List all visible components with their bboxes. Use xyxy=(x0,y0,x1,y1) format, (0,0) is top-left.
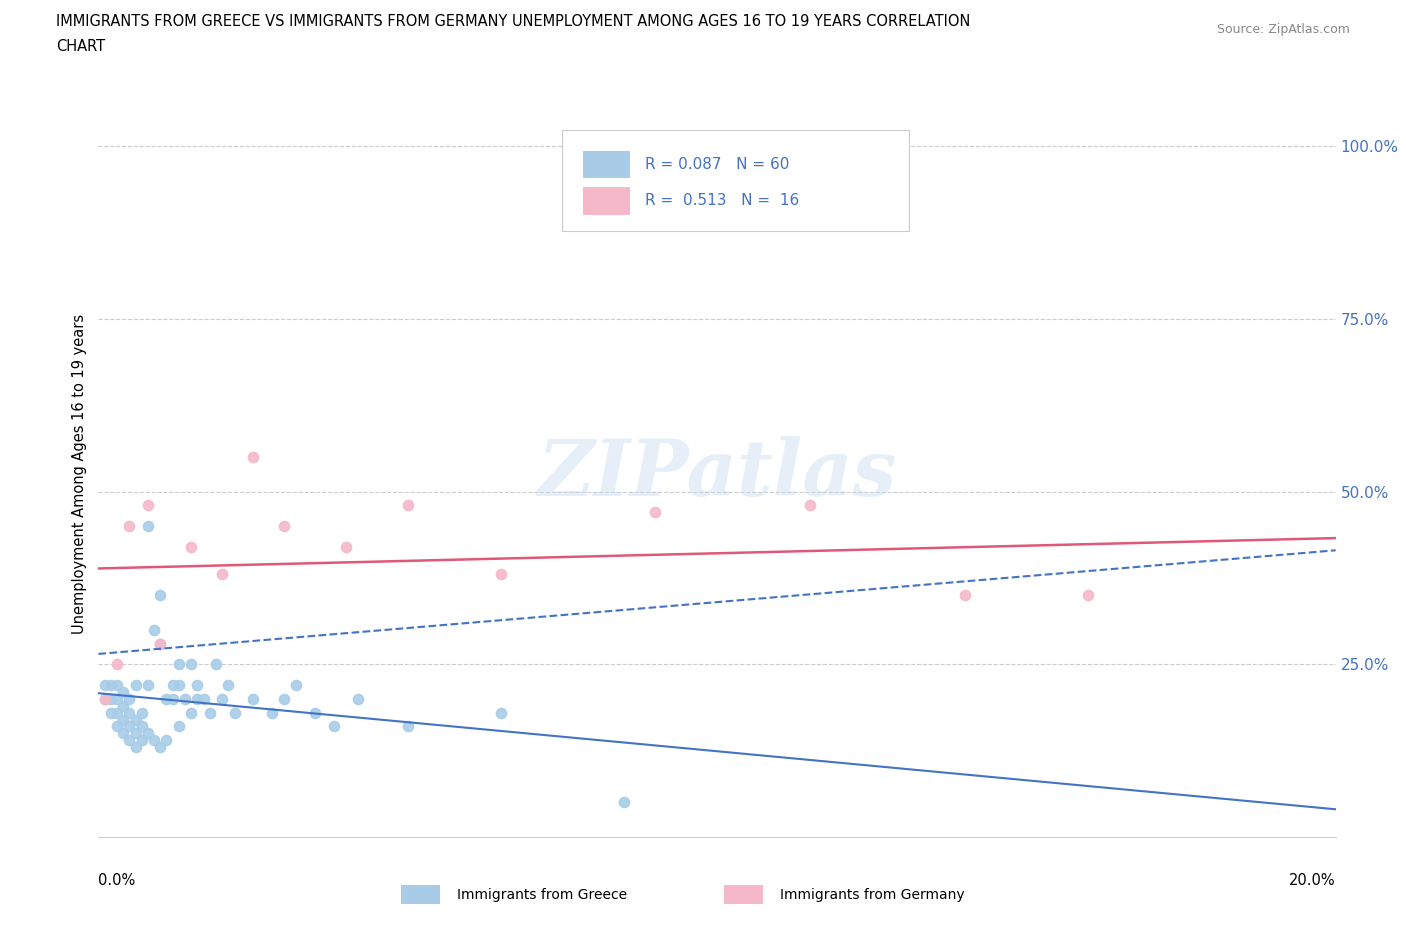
Point xyxy=(136,726,159,741)
Point xyxy=(124,726,146,741)
Point xyxy=(273,691,295,706)
Point xyxy=(124,678,146,693)
Point xyxy=(217,678,239,693)
Point xyxy=(149,739,172,754)
Point xyxy=(112,684,135,699)
Point xyxy=(180,657,202,671)
Point xyxy=(273,519,295,534)
Point xyxy=(242,691,264,706)
Point xyxy=(167,719,190,734)
Point xyxy=(180,705,202,720)
Text: 20.0%: 20.0% xyxy=(1289,873,1336,888)
Point xyxy=(118,691,141,706)
Point xyxy=(93,678,115,693)
Point xyxy=(105,705,128,720)
Point xyxy=(149,588,172,603)
Point xyxy=(396,498,419,512)
Bar xyxy=(583,187,630,215)
Point xyxy=(205,657,228,671)
Point xyxy=(224,705,246,720)
Point xyxy=(93,691,115,706)
Point xyxy=(242,449,264,464)
Point xyxy=(105,691,128,706)
Point xyxy=(799,498,821,512)
Point xyxy=(285,678,308,693)
Point xyxy=(131,719,153,734)
Point xyxy=(198,705,221,720)
Point xyxy=(136,498,159,512)
Point xyxy=(193,691,215,706)
Point xyxy=(162,691,184,706)
Text: R =  0.513   N =  16: R = 0.513 N = 16 xyxy=(645,193,800,208)
Point xyxy=(347,691,370,706)
Point xyxy=(155,691,177,706)
Point xyxy=(322,719,344,734)
Point xyxy=(186,691,208,706)
Point xyxy=(143,622,166,637)
Point xyxy=(112,712,135,727)
Point xyxy=(118,705,141,720)
Text: Immigrants from Greece: Immigrants from Greece xyxy=(457,887,627,902)
Point xyxy=(118,719,141,734)
Point xyxy=(489,567,512,582)
Point xyxy=(93,691,115,706)
Point xyxy=(105,657,128,671)
FancyBboxPatch shape xyxy=(562,130,908,232)
Point xyxy=(211,567,233,582)
Point xyxy=(162,678,184,693)
Y-axis label: Unemployment Among Ages 16 to 19 years: Unemployment Among Ages 16 to 19 years xyxy=(72,314,87,634)
Point xyxy=(105,719,128,734)
Text: IMMIGRANTS FROM GREECE VS IMMIGRANTS FROM GERMANY UNEMPLOYMENT AMONG AGES 16 TO : IMMIGRANTS FROM GREECE VS IMMIGRANTS FRO… xyxy=(56,14,970,29)
Point xyxy=(112,698,135,713)
Point xyxy=(118,519,141,534)
Point xyxy=(167,657,190,671)
Point xyxy=(149,636,172,651)
Point xyxy=(105,678,128,693)
Point xyxy=(100,691,122,706)
Text: R = 0.087   N = 60: R = 0.087 N = 60 xyxy=(645,157,790,172)
Point xyxy=(131,733,153,748)
Point xyxy=(155,733,177,748)
Point xyxy=(396,719,419,734)
Point xyxy=(211,691,233,706)
Text: 0.0%: 0.0% xyxy=(98,873,135,888)
Bar xyxy=(583,151,630,179)
Text: Immigrants from Germany: Immigrants from Germany xyxy=(780,887,965,902)
Point xyxy=(149,636,172,651)
Text: CHART: CHART xyxy=(56,39,105,54)
Point xyxy=(131,705,153,720)
Point xyxy=(143,733,166,748)
Point xyxy=(644,505,666,520)
Point xyxy=(304,705,326,720)
Point xyxy=(112,726,135,741)
Point xyxy=(260,705,283,720)
Point xyxy=(124,739,146,754)
Point xyxy=(180,539,202,554)
Point xyxy=(953,588,976,603)
Point xyxy=(174,691,197,706)
Point xyxy=(613,795,636,810)
Point xyxy=(100,705,122,720)
Point xyxy=(100,678,122,693)
Point xyxy=(335,539,357,554)
Text: ZIPatlas: ZIPatlas xyxy=(537,436,897,512)
Point xyxy=(136,519,159,534)
Point xyxy=(167,678,190,693)
Text: Source: ZipAtlas.com: Source: ZipAtlas.com xyxy=(1216,23,1350,36)
Point xyxy=(489,705,512,720)
Point xyxy=(124,712,146,727)
Point xyxy=(186,678,208,693)
Point xyxy=(1077,588,1099,603)
Point xyxy=(118,733,141,748)
Point xyxy=(136,678,159,693)
